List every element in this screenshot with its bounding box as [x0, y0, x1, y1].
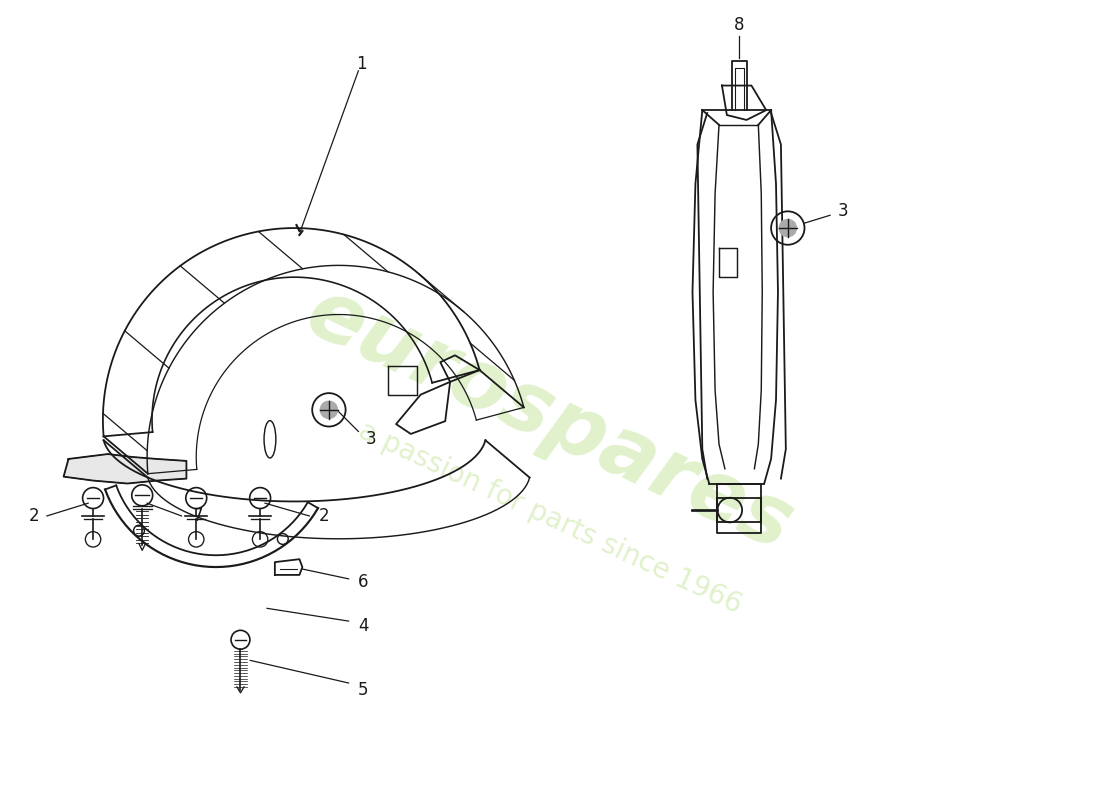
- Text: 5: 5: [358, 681, 368, 699]
- Text: 8: 8: [734, 16, 744, 34]
- Text: 2: 2: [29, 507, 40, 525]
- Text: 4: 4: [358, 617, 368, 635]
- Circle shape: [320, 401, 338, 418]
- Text: 6: 6: [358, 573, 368, 590]
- Polygon shape: [64, 454, 186, 483]
- Text: 2: 2: [319, 507, 329, 525]
- Text: 3: 3: [366, 430, 376, 448]
- Text: 3: 3: [837, 202, 848, 220]
- Text: a passion for parts since 1966: a passion for parts since 1966: [354, 417, 746, 619]
- Text: 7: 7: [192, 507, 204, 525]
- Text: 1: 1: [356, 55, 366, 73]
- Circle shape: [779, 219, 796, 237]
- Text: eurospares: eurospares: [294, 271, 806, 568]
